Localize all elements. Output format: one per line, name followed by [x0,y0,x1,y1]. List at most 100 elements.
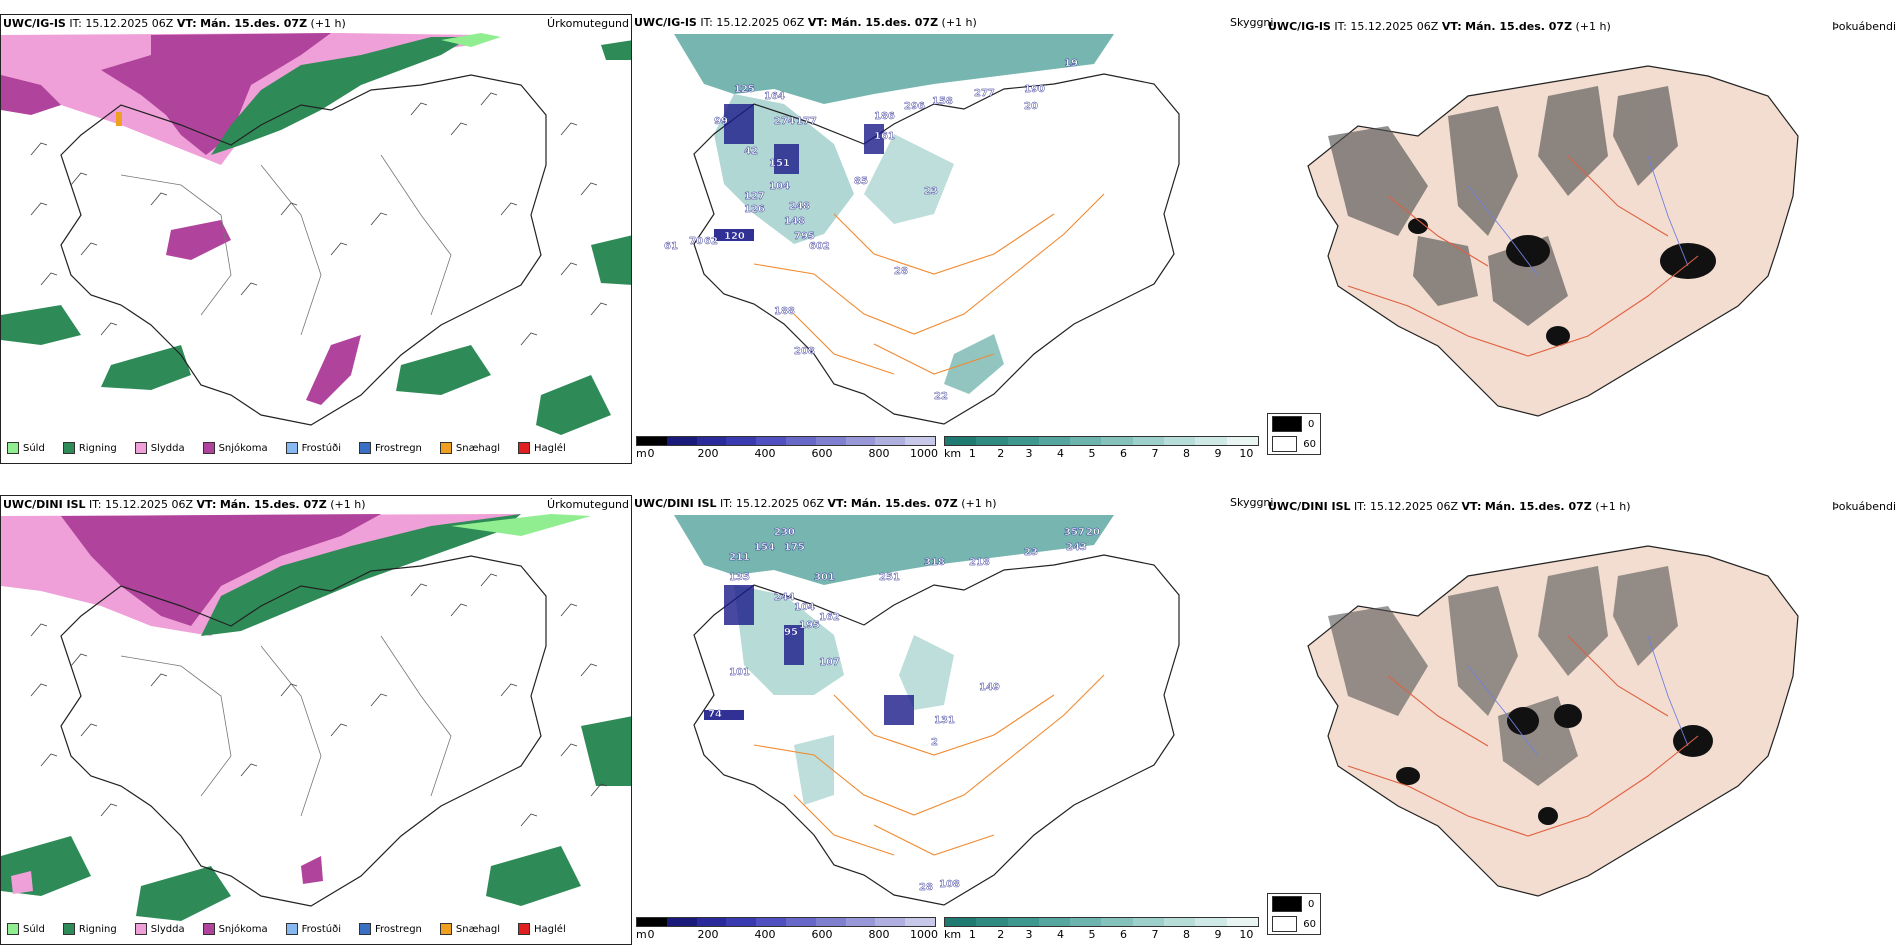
vis-row-0: 0 [1268,414,1320,434]
visibility-title-top: Skyggni [1230,16,1274,29]
it-label: IT: [89,498,102,511]
cell [1164,437,1196,445]
cloud-base-panel-bottom: UWC/DINI ISL IT: 15.12.2025 06Z VT: Mán.… [634,495,1274,945]
vis-value: 0 [1308,418,1315,430]
cloud-label: 99 [714,116,728,127]
cloud-base-panel-top: UWC/IG-IS IT: 15.12.2025 06Z VT: Mán. 15… [634,14,1274,464]
height-colorbar: m 0 200 400 600 800 1000 [636,436,938,460]
cloud-label: 85 [854,176,868,187]
swatch [7,923,19,935]
vis-value: 60 [1303,438,1316,450]
cell [1038,918,1071,926]
cloud-label: 357 [1064,527,1085,538]
panel-header: UWC/IG-IS IT: 15.12.2025 06Z VT: Mán. 15… [1,15,631,33]
model-name: UWC/IG-IS [3,17,66,30]
vis-row-60: 60 [1268,434,1320,454]
cloud-label: 296 [904,101,925,112]
cloud-label: 218 [969,557,990,568]
legend-label: Rigning [78,442,117,454]
cloud-label: 243 [1066,542,1087,553]
cell [1132,918,1165,926]
cloud-label: 108 [939,879,960,890]
cloud-label: 151 [769,158,790,169]
cloud-label: 158 [932,96,953,107]
cloud-label: 188 [774,306,795,317]
swatch [134,442,147,454]
offset: (+1 h) [1595,500,1631,513]
vis-row-60: 60 [1268,914,1320,934]
legend-item-snaehagl: Snæhagl [439,923,500,935]
tick: 9 [1214,447,1222,460]
cloud-base-map: 19 125 164 99 274 177 186 296 158 277 19… [664,34,1180,425]
swatch [359,923,371,935]
legend-label: Frostúði [301,923,341,935]
swatch [202,442,215,454]
cloud-label: 208 [794,346,815,357]
it-label: IT: [700,16,713,29]
cloud-label: 277 [974,88,995,99]
cloud-label: 2 [931,737,938,748]
legend-item-slydda: Slydda [134,923,185,935]
fog-title: Þokuábendi [1832,20,1896,33]
cloud-label: 195 [799,620,820,631]
cloud-label: 795 [794,231,815,242]
it-label: IT: [720,497,733,510]
legend-label: Súld [23,923,45,935]
tick: 400 [754,928,776,941]
legend-item-frostudi: Frostúði [285,923,341,935]
model-name: UWC/DINI ISL [1268,500,1351,513]
tick: 400 [754,447,776,460]
cell [1101,918,1133,926]
unit-label: km [944,928,962,941]
swatch [439,923,452,935]
cloud-label: 190 [1024,84,1045,95]
cell [1007,437,1039,445]
legend-item-rigning: Rigning [62,442,117,454]
height-colorbar-ticks: m 0 200 400 600 800 1000 [636,446,938,460]
legend-item-frostregn: Frostregn [359,442,422,454]
cell [1007,918,1039,926]
swatch [1272,436,1298,452]
cloud-label: 70 [689,236,703,247]
precip-map [1,33,631,435]
cell [756,437,786,445]
height-colorbar: m 0 200 400 600 800 1000 [636,917,938,941]
cell [945,437,977,445]
cell [637,918,667,926]
panel-header: UWC/DINI ISL IT: 15.12.2025 06Z VT: Mán.… [1268,498,1898,516]
cloud-label: 161 [874,131,895,142]
km-colorbar-cells [944,917,1259,927]
tick: 1 [968,928,976,941]
cell [637,437,667,445]
visibility-legend-top: 0 60 [1267,413,1321,455]
cloud-label: 211 [729,552,750,563]
km-colorbar-ticks: km 1 2 3 4 5 6 7 8 9 10 [944,446,1259,460]
tick: 4 [1057,447,1065,460]
tick: 5 [1088,447,1096,460]
legend-item-snaehagl: Snæhagl [439,442,500,454]
cell [785,918,816,926]
cloud-label: 28 [894,266,908,277]
legend-label: Snjókoma [218,923,268,935]
cell [976,437,1008,445]
cell [945,918,977,926]
cell [726,437,757,445]
cell [1132,437,1165,445]
legend-item-frostregn: Frostregn [359,923,422,935]
cell [845,437,876,445]
cloud-label: 28 [919,882,933,893]
offset: (+1 h) [941,16,977,29]
precip-type-panel-bottom: UWC/DINI ISL IT: 15.12.2025 06Z VT: Mán.… [0,495,632,945]
swatch [1272,416,1302,432]
height-colorbar-cells [636,917,936,927]
tick: 800 [868,447,890,460]
it-value: 15.12.2025 06Z [736,497,825,510]
tick: 0 [647,447,655,460]
swatch [285,923,298,935]
panel-header: UWC/IG-IS IT: 15.12.2025 06Z VT: Mán. 15… [1268,18,1898,36]
swatch [202,923,215,935]
cloud-label: 61 [664,241,678,252]
cloud-label: 244 [774,592,795,603]
legend-item-haglel: Haglél [518,442,566,454]
cell [696,437,727,445]
